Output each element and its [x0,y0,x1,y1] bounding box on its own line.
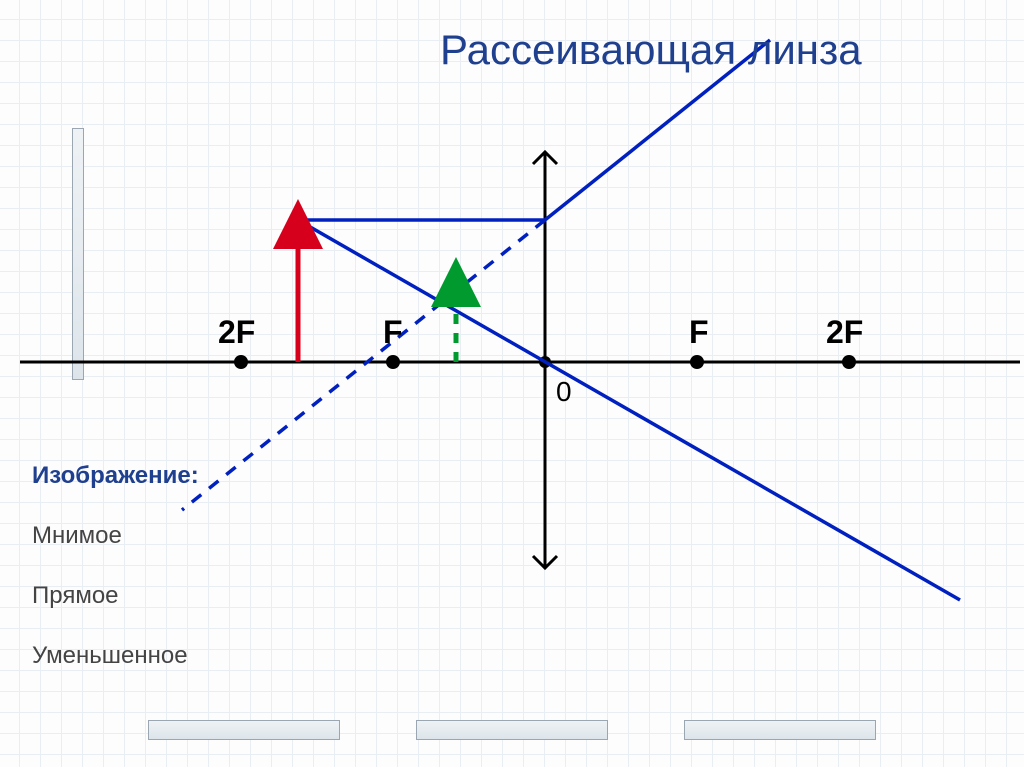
image-prop-1: Мнимое [32,522,122,550]
ray-center [298,220,960,600]
label-2F-left: 2F [218,314,255,351]
label-F-right: F [689,314,709,351]
label-F-left: F [383,314,403,351]
image-prop-3: Уменьшенное [32,642,188,670]
dot-2F-right [842,355,856,369]
dot-F-right [690,355,704,369]
image-prop-2: Прямое [32,582,119,610]
dot-2F-left [234,355,248,369]
dot-F-left [386,355,400,369]
label-2F-right: 2F [826,314,863,351]
image-props-header: Изображение: [32,462,199,490]
page-title: Рассеивающая линза [440,26,862,74]
label-origin: 0 [556,376,572,408]
